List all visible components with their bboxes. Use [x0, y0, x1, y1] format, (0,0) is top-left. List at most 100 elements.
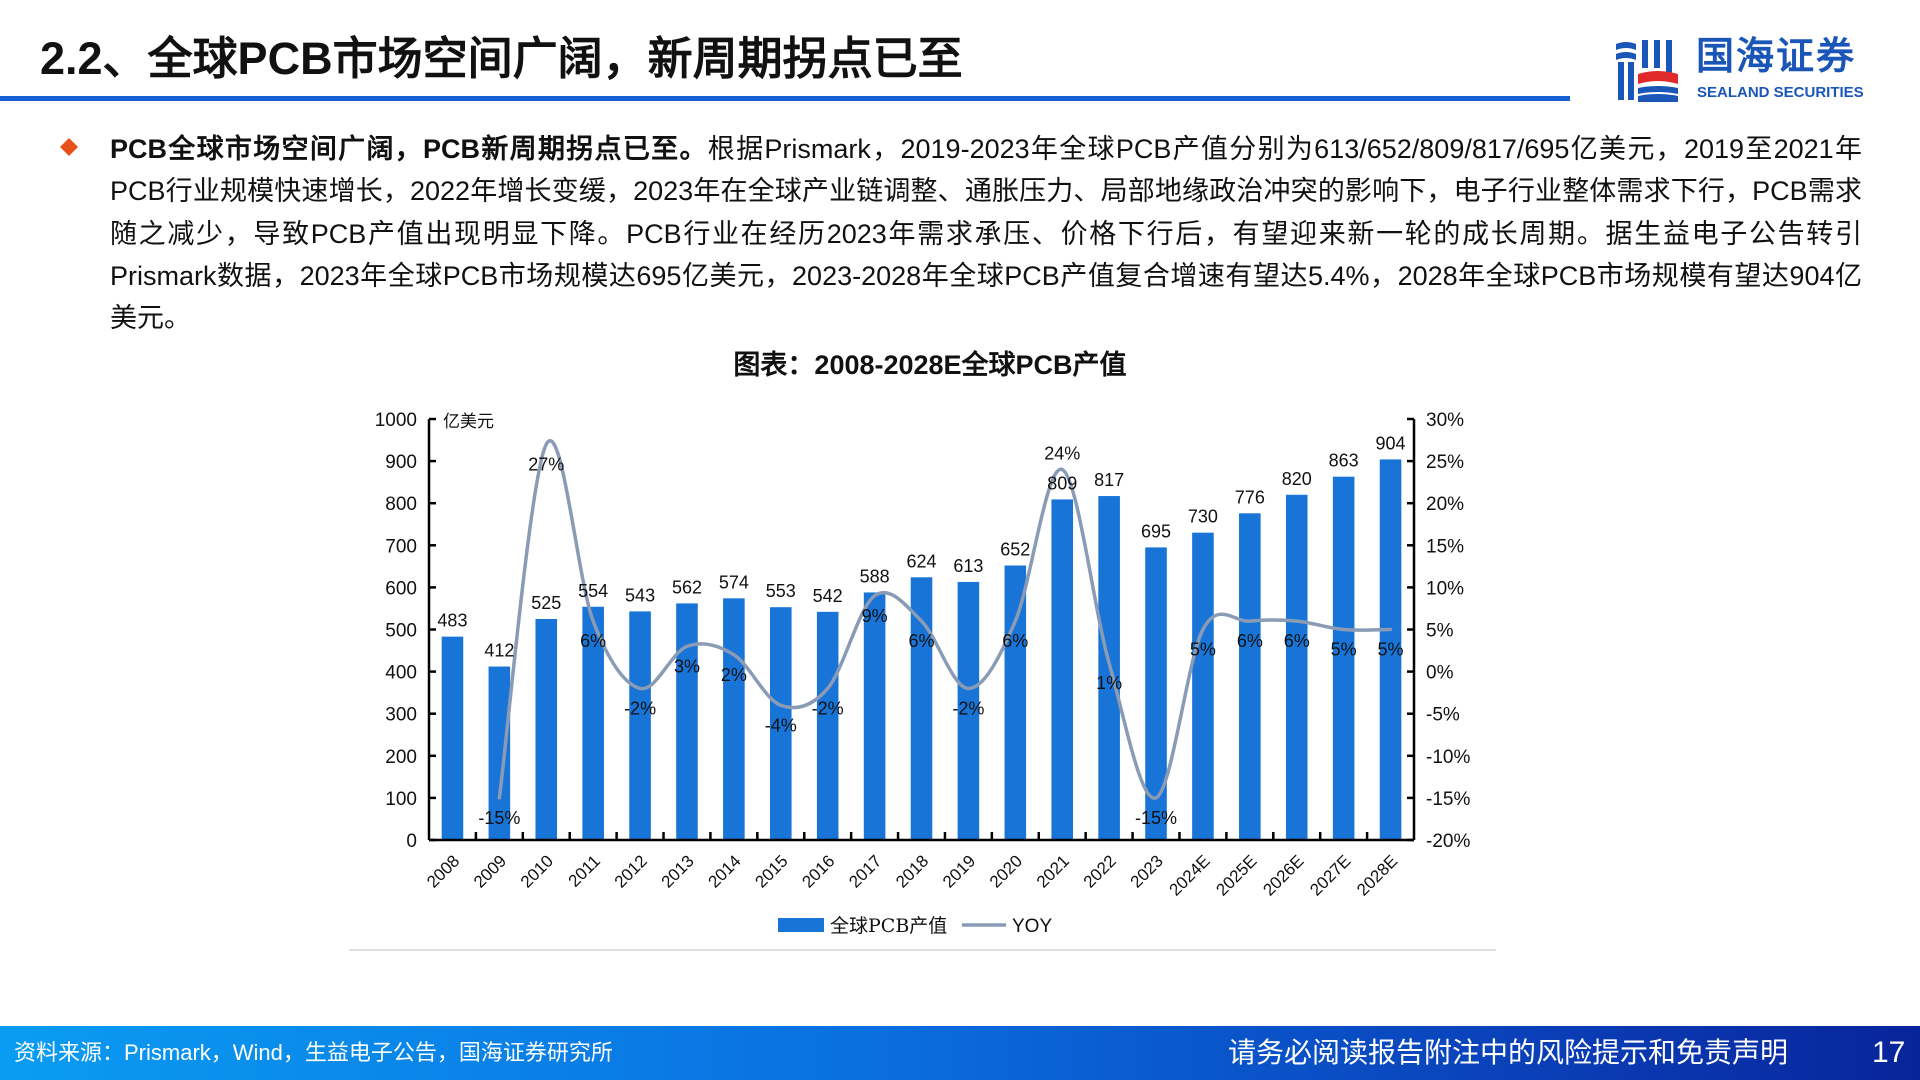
- logo-chinese-name: 国海证券: [1696, 36, 1857, 78]
- x-tick-label: 2015: [751, 851, 791, 891]
- right-tick-label: -5%: [1426, 705, 1460, 726]
- left-tick-label: 800: [385, 494, 417, 515]
- bar-2024E: [1192, 532, 1214, 840]
- yoy-value-label: 6%: [580, 631, 606, 651]
- diamond-icon: [60, 138, 78, 156]
- yoy-value-label: 5%: [1190, 640, 1216, 660]
- right-tick-label: -20%: [1426, 831, 1470, 852]
- bar-2017: [863, 592, 886, 840]
- yoy-value-label: -2%: [624, 698, 656, 718]
- yoy-value-label: 6%: [1284, 631, 1310, 651]
- bar-value-label: 562: [672, 577, 702, 597]
- right-tick-label: -10%: [1426, 747, 1470, 768]
- bar-value-label: 588: [860, 566, 890, 586]
- right-tick-label: 5%: [1426, 621, 1454, 642]
- x-tick-label: 2020: [986, 851, 1026, 891]
- x-tick-label: 2023: [1127, 851, 1167, 891]
- bar-value-label: 730: [1188, 507, 1218, 527]
- x-tick-label: 2008: [423, 851, 463, 891]
- bar-value-label: 695: [1141, 521, 1171, 541]
- x-tick-label: 2025E: [1212, 851, 1260, 899]
- bar-2015: [769, 607, 792, 840]
- x-tick-label: 2019: [939, 851, 979, 891]
- yoy-value-label: 6%: [1237, 631, 1263, 651]
- yoy-value-label: 9%: [862, 606, 888, 626]
- left-tick-label: 700: [385, 536, 417, 557]
- bar-value-label: 904: [1376, 433, 1406, 453]
- left-axis-unit: 亿美元: [443, 412, 494, 432]
- yoy-value-label: -2%: [812, 698, 844, 718]
- bullet-text: PCB全球市场空间广阔，PCB新周期拐点已至。根据Prismark，2019-2…: [110, 128, 1862, 339]
- yoy-line: [497, 439, 1393, 800]
- company-logo: 国海证券 SEALAND SECURITIES: [1614, 34, 1904, 106]
- logo-english-name: SEALAND SECURITIES: [1697, 84, 1864, 101]
- x-tick-label: 2011: [565, 851, 604, 890]
- bullet-bold-lead: PCB全球市场空间广阔，PCB新周期拐点已至。: [110, 134, 708, 164]
- x-tick-label: 2026E: [1259, 851, 1307, 899]
- x-tick-label: 2018: [892, 851, 932, 891]
- yoy-value-label: -4%: [765, 715, 797, 735]
- left-tick-label: 900: [385, 452, 417, 473]
- bar-2008: [441, 636, 464, 840]
- bar-2016: [816, 611, 839, 840]
- chart-title: 图表：2008-2028E全球PCB产值: [733, 350, 1127, 380]
- left-tick-label: 400: [385, 663, 417, 684]
- x-tick-label: 2012: [611, 851, 651, 891]
- bar-2023: [1145, 547, 1167, 840]
- footer-disclaimer: 请务必阅读报告附注中的风险提示和免责声明: [1228, 1037, 1789, 1068]
- x-tick-label: 2009: [470, 851, 510, 891]
- yoy-value-label: 2%: [721, 665, 747, 685]
- bar-value-label: 574: [719, 572, 749, 592]
- legend-bar-swatch: [778, 918, 824, 932]
- page-title: 2.2、全球PCB市场空间广阔，新周期拐点已至: [40, 33, 963, 84]
- bullet-body: 根据Prismark，2019-2023年全球PCB产值分别为613/652/8…: [110, 134, 1862, 334]
- x-tick-label: 2021: [1033, 851, 1073, 891]
- bar-2028E: [1379, 459, 1402, 840]
- bar-2011: [582, 606, 604, 840]
- x-tick-label: 2016: [798, 851, 838, 891]
- x-tick-label: 2014: [705, 851, 745, 891]
- bar-value-label: 553: [766, 581, 796, 601]
- bar-value-label: 543: [625, 585, 655, 605]
- bar-2014: [723, 598, 745, 840]
- yoy-value-label: -2%: [952, 698, 984, 718]
- right-tick-label: 15%: [1426, 536, 1464, 557]
- bar-2009: [488, 666, 511, 840]
- bar-value-label: 820: [1282, 469, 1312, 489]
- yoy-value-label: 6%: [908, 631, 934, 651]
- bar-2013: [676, 603, 698, 840]
- yoy-value-label: 3%: [674, 656, 700, 676]
- page-number: 17: [1872, 1036, 1906, 1069]
- pcb-output-chart: 0 100 200 300 400 500 600 700 800 900 1000 亿美元 -20% -…: [349, 410, 1496, 951]
- yoy-value-label: 6%: [1002, 631, 1028, 651]
- yoy-value-label: -15%: [1135, 808, 1177, 828]
- bar-2025E: [1239, 513, 1261, 840]
- bar-2021: [1051, 499, 1074, 840]
- bar-value-label: 412: [484, 641, 514, 661]
- bar-value-label: 809: [1047, 473, 1077, 493]
- left-tick-label: 100: [385, 789, 417, 810]
- yoy-value-label: 5%: [1331, 640, 1357, 660]
- bar-2026E: [1285, 494, 1308, 840]
- footer-bar: 资料来源：Prismark，Wind，生益电子公告，国海证券研究所 请务必阅读报…: [0, 1026, 1920, 1080]
- bar-value-label: 613: [953, 556, 983, 576]
- bar-2012: [629, 611, 651, 840]
- x-tick-label: 2010: [517, 851, 557, 891]
- left-tick-label: 600: [385, 578, 417, 599]
- sealand-logo-icon: [1616, 40, 1678, 102]
- legend-line-label: YOY: [1012, 916, 1052, 937]
- yoy-value-label: -15%: [478, 808, 520, 828]
- right-tick-label: -15%: [1426, 789, 1470, 810]
- bar-value-label: 776: [1235, 487, 1265, 507]
- bar-value-label: 554: [578, 581, 608, 601]
- bar-value-label: 652: [1000, 540, 1030, 560]
- left-tick-label: 300: [385, 705, 417, 726]
- bar-2010: [535, 618, 558, 840]
- x-tick-label: 2024E: [1166, 851, 1214, 899]
- yoy-value-label: 1%: [1096, 673, 1122, 693]
- x-tick-label: 2022: [1080, 851, 1120, 891]
- yoy-value-label: 24%: [1044, 444, 1080, 464]
- x-tick-label: 2017: [845, 851, 885, 891]
- bar-2020: [1004, 565, 1027, 840]
- bar-value-label: 542: [813, 586, 843, 606]
